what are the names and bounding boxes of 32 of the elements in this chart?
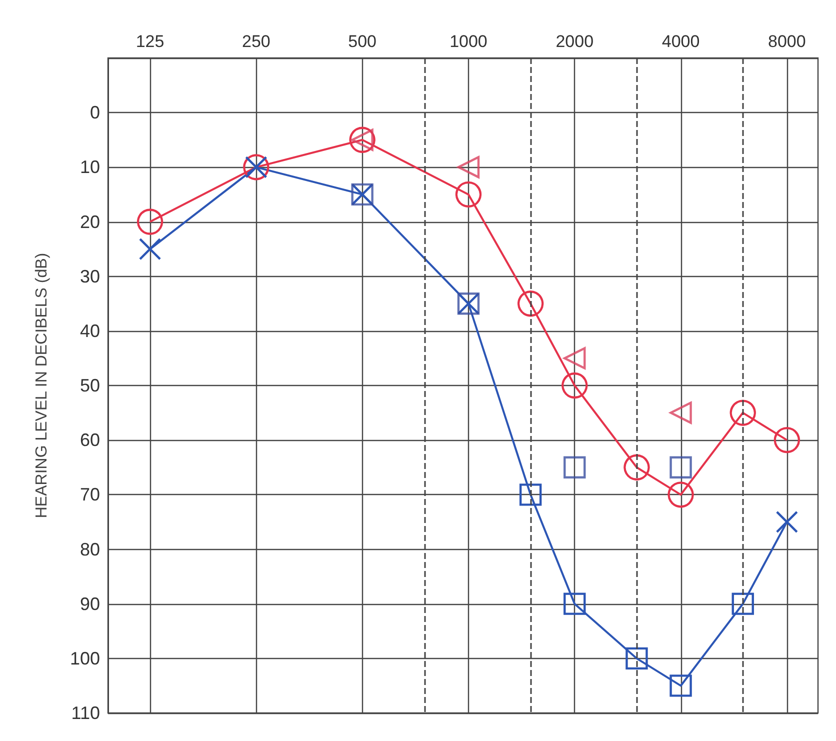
point bbox=[774, 426, 800, 454]
point bbox=[668, 482, 694, 508]
point bbox=[457, 156, 480, 178]
point bbox=[670, 402, 692, 424]
y-tick-label: 30 bbox=[80, 266, 100, 286]
y-tick-label: 60 bbox=[80, 430, 100, 450]
y-axis-title: HEARING LEVEL IN DECIBELS (dB) bbox=[34, 252, 50, 518]
y-tick-label: 110 bbox=[71, 703, 100, 723]
point bbox=[455, 181, 482, 208]
x-tick-label: 250 bbox=[242, 32, 270, 51]
x-tick-label: 2000 bbox=[556, 32, 594, 51]
y-tick-label: 10 bbox=[80, 157, 100, 178]
point bbox=[670, 674, 692, 697]
x-tick-label: 125 bbox=[136, 32, 164, 51]
y-tick-label: 0 bbox=[90, 102, 100, 123]
y-tick-label: 40 bbox=[80, 320, 100, 341]
y-tick-label: 100 bbox=[70, 648, 100, 668]
x-tick-label: 500 bbox=[348, 32, 377, 51]
y-tick-label: 50 bbox=[80, 376, 100, 396]
x-tick-label: 8000 bbox=[768, 32, 806, 51]
x-tick-label: 4000 bbox=[662, 32, 700, 51]
point bbox=[564, 456, 586, 478]
point bbox=[670, 456, 692, 478]
x-tick-label: 1000 bbox=[450, 32, 488, 51]
y-tick-label: 20 bbox=[80, 212, 100, 232]
point bbox=[776, 510, 798, 534]
point bbox=[564, 347, 586, 370]
point bbox=[562, 372, 588, 399]
y-tick-label: 80 bbox=[80, 539, 100, 560]
point bbox=[564, 592, 586, 615]
y-tick-label: 90 bbox=[80, 594, 100, 614]
y-tick-label: 70 bbox=[80, 484, 100, 505]
